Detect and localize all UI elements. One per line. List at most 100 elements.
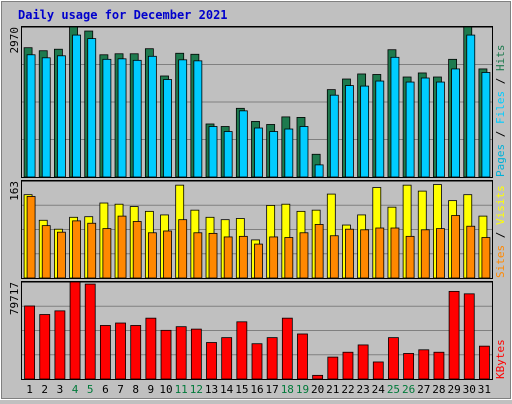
bar-sites — [269, 236, 279, 279]
bar-files — [269, 131, 279, 178]
bar-files — [329, 94, 339, 178]
ylabel-part: Files — [494, 91, 507, 124]
bar-sites — [329, 235, 339, 279]
bar-files — [314, 164, 324, 178]
bar-files — [117, 58, 127, 178]
bar-sites — [254, 243, 263, 279]
day-label: 28 — [432, 383, 445, 396]
bar-files — [178, 59, 188, 178]
bar-sites — [163, 230, 172, 279]
ylabel-part: Sites — [494, 245, 507, 278]
bar-kbytes — [145, 317, 157, 380]
bar-kbytes — [342, 351, 354, 380]
bar-files — [436, 81, 445, 178]
bar-kbytes — [190, 328, 202, 380]
day-label: 17 — [266, 383, 279, 396]
ylabel-separator: / — [494, 124, 507, 144]
bar-sites — [405, 235, 415, 279]
bar-kbytes — [39, 314, 51, 380]
day-label: 23 — [357, 383, 370, 396]
day-label: 3 — [57, 383, 64, 396]
day-label: 25 — [387, 383, 400, 396]
bar-kbytes — [130, 325, 142, 380]
bar-sites — [117, 215, 127, 279]
bar-sites — [57, 231, 66, 279]
bar-kbytes — [463, 293, 475, 380]
bar-kbytes — [418, 349, 430, 380]
panel-1: 2970 Pages / Files / Hits — [8, 26, 507, 178]
bar-kbytes — [221, 337, 233, 380]
day-label: 11 — [175, 383, 188, 396]
bar-files — [193, 60, 203, 178]
day-label: 1 — [26, 383, 33, 396]
bar-files — [87, 38, 97, 178]
bar-kbytes — [448, 290, 460, 380]
day-label: 9 — [148, 383, 155, 396]
bar-files — [345, 85, 354, 178]
bar-files — [405, 81, 415, 178]
panel-ylabel: KBytes — [494, 339, 507, 379]
bar-sites — [132, 221, 142, 279]
panel-max-label: 79717 — [8, 282, 21, 315]
ylabel-part: Pages — [494, 144, 507, 177]
day-label: 8 — [132, 383, 139, 396]
bar-files — [102, 58, 112, 178]
panel-ylabel: Sites / Visits — [494, 185, 507, 278]
bar-files — [57, 55, 66, 178]
bar-files — [420, 77, 430, 178]
bar-kbytes — [403, 353, 415, 380]
bar-sites — [420, 229, 430, 279]
bar-kbytes — [175, 326, 187, 380]
bar-files — [299, 126, 309, 178]
bar-files — [41, 57, 51, 178]
bar-sites — [72, 220, 81, 279]
bar-sites — [223, 236, 233, 279]
bar-sites — [436, 228, 445, 279]
bar-sites — [284, 237, 294, 279]
bar-sites — [451, 215, 460, 279]
bar-sites — [299, 232, 309, 279]
day-label: 26 — [402, 383, 415, 396]
ylabel-part: Hits — [494, 45, 507, 72]
ylabel-separator: / — [494, 71, 507, 91]
day-label: 19 — [296, 383, 309, 396]
bar-sites — [102, 228, 112, 279]
day-label: 10 — [159, 383, 172, 396]
ylabel-separator: / — [494, 225, 507, 245]
day-label: 16 — [250, 383, 263, 396]
ylabel-part: Visits — [494, 185, 507, 225]
bar-sites — [375, 227, 385, 279]
day-label: 7 — [117, 383, 124, 396]
day-label: 31 — [478, 383, 491, 396]
panel-ylabel: Pages / Files / Hits — [494, 45, 507, 178]
ylabel-part: KBytes — [494, 339, 507, 379]
bar-kbytes — [84, 283, 96, 380]
day-label: 24 — [372, 383, 386, 396]
bar-sites — [466, 225, 476, 279]
bar-files — [466, 34, 476, 178]
bar-sites — [147, 232, 157, 279]
day-label: 18 — [281, 383, 294, 396]
bar-kbytes — [281, 317, 293, 380]
day-label: 21 — [326, 383, 339, 396]
bar-files — [223, 131, 233, 178]
day-label: 20 — [311, 383, 324, 396]
bar-kbytes — [433, 351, 445, 380]
bar-files — [254, 127, 263, 178]
bar-sites — [238, 235, 248, 279]
day-label: 29 — [447, 383, 460, 396]
bar-kbytes — [372, 361, 384, 380]
bar-files — [451, 68, 460, 178]
day-label: 15 — [235, 383, 248, 396]
bar-kbytes — [251, 343, 263, 380]
bar-files — [147, 55, 157, 178]
bar-kbytes — [160, 329, 172, 380]
bar-files — [360, 85, 370, 178]
bar-files — [163, 79, 172, 178]
bar-sites — [87, 222, 97, 279]
bar-files — [72, 34, 81, 178]
bar-kbytes — [327, 356, 339, 380]
bar-sites — [41, 225, 51, 279]
bar-files — [132, 59, 142, 178]
bar-sites — [208, 232, 218, 279]
